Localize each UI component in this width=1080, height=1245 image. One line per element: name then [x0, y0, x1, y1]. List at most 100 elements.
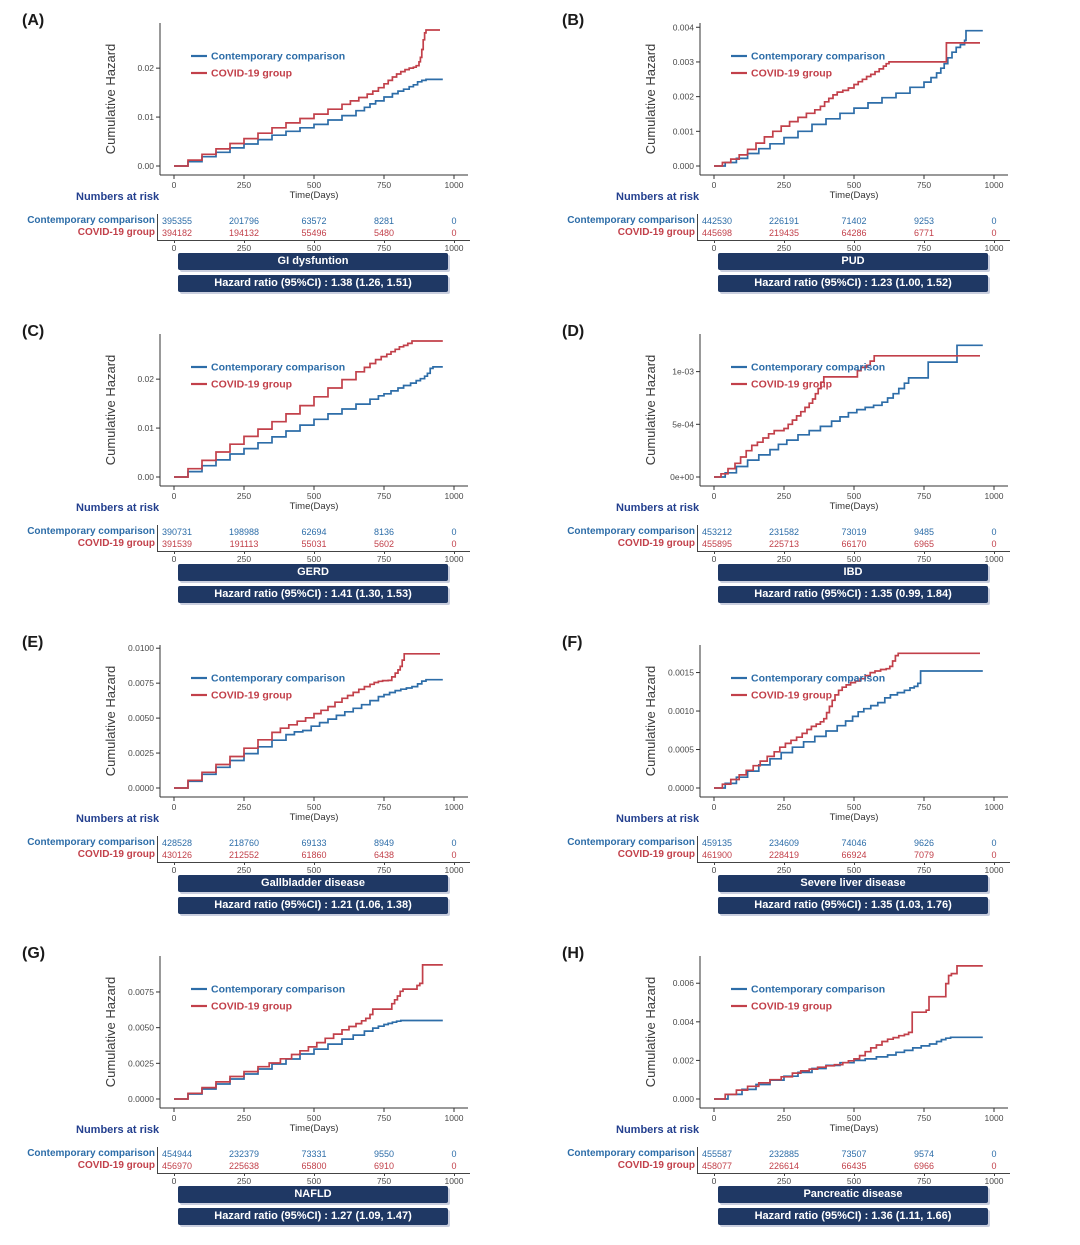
y-tick-label: 0.01 [137, 112, 154, 122]
risk-value-covid-0: 458077 [702, 1161, 733, 1171]
risk-value-covid-4: 0 [991, 1161, 997, 1171]
risk-value-covid-0: 455895 [702, 539, 733, 549]
series-line-covid [174, 964, 443, 1100]
y-axis-title: Cumulative Hazard [103, 977, 118, 1088]
x-tick-label: 0 [712, 802, 717, 812]
risk-value-comparison-4: 0 [451, 527, 457, 537]
panel-g: (G) Cumulative Hazard 0.0000 0.0025 0.0050 0.… [0, 933, 540, 1245]
series-line-covid [174, 340, 443, 478]
series-line-comparison [174, 78, 443, 167]
risk-value-comparison-3: 9626 [913, 838, 935, 848]
panel-label: (D) [562, 323, 585, 340]
risk-axis-label: 500 [306, 554, 322, 564]
risk-axis-label: 0 [171, 243, 177, 253]
x-tick-label: 0 [712, 180, 717, 190]
y-tick-label: 0e+00 [670, 472, 694, 482]
risk-table-axis-line [157, 214, 158, 240]
risk-axis-label: 500 [306, 1176, 322, 1186]
risk-table-axis-line [697, 525, 698, 551]
numbers-at-risk-heading: Numbers at risk [76, 1124, 160, 1136]
risk-row-label-covid: COVID-19 group [77, 1160, 155, 1171]
x-axis-title: Time(Days) [830, 812, 879, 823]
panel-d: (D) Cumulative Hazard 0e+00 5e-04 1e-03 0 250 5… [540, 311, 1080, 622]
numbers-at-risk-heading: Numbers at risk [616, 191, 700, 203]
chart-area-f: Cumulative Hazard 0.0000 0.0005 0.0010 0.001… [628, 628, 1018, 824]
x-tick-label: 250 [777, 802, 791, 812]
risk-value-comparison-3: 9550 [373, 1149, 395, 1159]
risk-axis-tick [244, 1173, 245, 1176]
chart-area-a: Cumulative Hazard 0.00 0.01 0.02 0 250 500 750 1… [88, 6, 478, 202]
y-tick-label: 5e-04 [672, 419, 694, 429]
panel-h: (H) Cumulative Hazard 0.000 0.002 0.004 0.006… [540, 933, 1080, 1245]
risk-table-baseline [157, 551, 470, 552]
risk-axis-label: 0 [171, 554, 177, 564]
risk-value-comparison-2: 63572 [301, 216, 327, 226]
panel-label: (G) [22, 945, 46, 962]
risk-axis-label: 250 [776, 1176, 792, 1186]
risk-value-comparison-3: 8949 [373, 838, 395, 848]
risk-value-covid-1: 219435 [768, 228, 800, 238]
risk-value-covid-1: 194132 [228, 228, 260, 238]
panel-label: (C) [22, 323, 45, 340]
risk-axis-label: 750 [376, 1176, 392, 1186]
risk-value-covid-3: 6910 [373, 1161, 395, 1171]
legend-label-comparison: Contemporary comparison [211, 673, 345, 685]
risk-axis-label: 750 [916, 243, 932, 253]
y-tick-label: 0.01 [137, 423, 154, 433]
y-axis-title: Cumulative Hazard [103, 666, 118, 777]
risk-axis-tick [994, 862, 995, 865]
risk-row-label-covid: COVID-19 group [617, 1160, 695, 1171]
risk-axis-label: 250 [776, 865, 792, 875]
risk-axis-tick [384, 551, 385, 554]
chart-area-g: Cumulative Hazard 0.0000 0.0025 0.0050 0.007… [88, 939, 478, 1135]
risk-table-baseline [697, 551, 1010, 552]
series-line-comparison [714, 670, 983, 789]
risk-axis-label: 0 [711, 865, 717, 875]
x-tick-label: 750 [377, 802, 391, 812]
x-tick-label: 250 [237, 802, 251, 812]
risk-axis-label: 1000 [444, 554, 464, 564]
risk-row-label-comparison: Contemporary comparison [567, 837, 695, 848]
risk-axis-tick [924, 1173, 925, 1176]
legend-label-comparison: Contemporary comparison [211, 51, 345, 63]
chart-area-b: Cumulative Hazard 0.000 0.001 0.002 0.003 0.0… [628, 6, 1018, 202]
x-axis-title: Time(Days) [290, 1123, 339, 1134]
hazard-ratio-banner: Hazard ratio (95%CI) : 1.41 (1.30, 1.53) [178, 586, 448, 603]
risk-value-comparison-3: 8136 [373, 527, 395, 537]
legend-label-covid: COVID-19 group [751, 379, 832, 391]
risk-axis-tick [384, 1173, 385, 1176]
panel-a: (A) Cumulative Hazard 0.00 0.01 0.02 0 250 500 7… [0, 0, 540, 311]
risk-value-covid-4: 0 [991, 228, 997, 238]
numbers-at-risk-heading: Numbers at risk [616, 502, 700, 514]
y-tick-label: 0.0000 [668, 783, 694, 793]
risk-value-comparison-1: 198988 [228, 527, 260, 537]
x-tick-label: 0 [712, 491, 717, 501]
condition-banner: Pancreatic disease [718, 1186, 988, 1203]
x-tick-label: 250 [777, 491, 791, 501]
risk-axis-tick [174, 1173, 175, 1176]
x-tick-label: 0 [172, 180, 177, 190]
risk-axis-tick [924, 862, 925, 865]
x-tick-label: 0 [712, 1113, 717, 1123]
risk-value-comparison-1: 232885 [768, 1149, 800, 1159]
risk-axis-label: 1000 [984, 1176, 1004, 1186]
y-tick-label: 0.0010 [668, 706, 694, 716]
risk-axis-tick [854, 862, 855, 865]
risk-table-baseline [697, 862, 1010, 863]
risk-value-comparison-0: 428528 [162, 838, 193, 848]
risk-axis-tick [784, 551, 785, 554]
risk-value-covid-3: 7079 [913, 850, 935, 860]
risk-value-comparison-3: 8281 [373, 216, 395, 226]
x-tick-label: 500 [307, 802, 321, 812]
condition-banner: NAFLD [178, 1186, 448, 1203]
x-tick-label: 750 [917, 180, 931, 190]
risk-axis-label: 250 [236, 554, 252, 564]
y-tick-label: 0.0050 [128, 713, 154, 723]
x-tick-label: 250 [777, 180, 791, 190]
risk-value-comparison-4: 0 [451, 216, 457, 226]
risk-value-covid-0: 430126 [162, 850, 193, 860]
risk-table-axis-line [697, 1147, 698, 1173]
risk-value-covid-0: 456970 [162, 1161, 193, 1171]
x-axis-title: Time(Days) [830, 190, 879, 201]
